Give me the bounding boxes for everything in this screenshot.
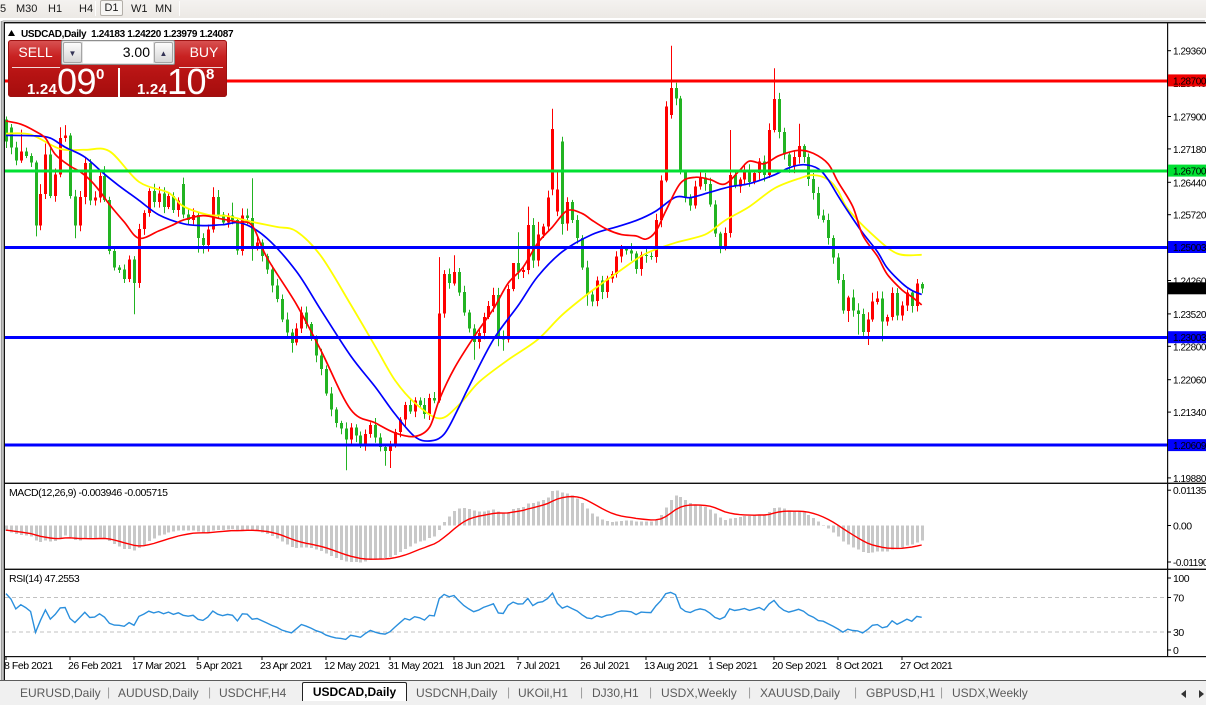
svg-text:12 May 2021: 12 May 2021 bbox=[324, 660, 380, 672]
svg-text:26 Jul 2021: 26 Jul 2021 bbox=[580, 660, 630, 672]
svg-text:1.25720: 1.25720 bbox=[1173, 210, 1206, 222]
svg-text:13 Aug 2021: 13 Aug 2021 bbox=[644, 660, 699, 672]
svg-text:26 Feb 2021: 26 Feb 2021 bbox=[68, 660, 123, 672]
svg-text:-0.01190: -0.01190 bbox=[1173, 557, 1206, 569]
svg-text:1.28700: 1.28700 bbox=[1173, 75, 1206, 87]
svg-text:1.22800: 1.22800 bbox=[1173, 341, 1206, 353]
svg-text:1.19880: 1.19880 bbox=[1173, 473, 1206, 485]
svg-text:1.24087: 1.24087 bbox=[1173, 283, 1206, 295]
svg-text:0.01135: 0.01135 bbox=[1173, 485, 1206, 497]
svg-text:1.25003: 1.25003 bbox=[1173, 242, 1206, 254]
svg-text:0: 0 bbox=[1173, 645, 1179, 657]
svg-text:1.23520: 1.23520 bbox=[1173, 309, 1206, 321]
svg-text:0.00: 0.00 bbox=[1173, 521, 1192, 533]
svg-text:5 Apr 2021: 5 Apr 2021 bbox=[196, 660, 243, 672]
svg-text:1 Sep 2021: 1 Sep 2021 bbox=[708, 660, 758, 672]
svg-text:27 Oct 2021: 27 Oct 2021 bbox=[900, 660, 953, 672]
svg-text:7 Jul 2021: 7 Jul 2021 bbox=[516, 660, 561, 672]
svg-text:8 Feb 2021: 8 Feb 2021 bbox=[4, 660, 53, 672]
svg-text:17 Mar 2021: 17 Mar 2021 bbox=[132, 660, 187, 672]
svg-text:30: 30 bbox=[1173, 627, 1184, 639]
svg-text:1.27900: 1.27900 bbox=[1173, 112, 1206, 124]
svg-text:1.21340: 1.21340 bbox=[1173, 407, 1206, 419]
svg-text:8 Oct 2021: 8 Oct 2021 bbox=[836, 660, 883, 672]
svg-text:100: 100 bbox=[1173, 573, 1190, 585]
svg-text:RSI(14) 47.2553: RSI(14) 47.2553 bbox=[9, 573, 80, 585]
svg-text:20 Sep 2021: 20 Sep 2021 bbox=[772, 660, 827, 672]
svg-text:MACD(12,26,9) -0.003946 -0.005: MACD(12,26,9) -0.003946 -0.005715 bbox=[9, 487, 168, 499]
svg-text:70: 70 bbox=[1173, 593, 1184, 605]
svg-text:1.23003: 1.23003 bbox=[1173, 332, 1206, 344]
svg-text:1.26700: 1.26700 bbox=[1173, 166, 1206, 178]
svg-text:1.26440: 1.26440 bbox=[1173, 177, 1206, 189]
svg-text:1.22060: 1.22060 bbox=[1173, 375, 1206, 387]
svg-text:31 May 2021: 31 May 2021 bbox=[388, 660, 444, 672]
svg-text:18 Jun 2021: 18 Jun 2021 bbox=[452, 660, 505, 672]
svg-text:1.20609: 1.20609 bbox=[1173, 440, 1206, 452]
svg-text:23 Apr 2021: 23 Apr 2021 bbox=[260, 660, 312, 672]
svg-text:1.27180: 1.27180 bbox=[1173, 144, 1206, 156]
svg-text:1.29360: 1.29360 bbox=[1173, 46, 1206, 58]
svg-text:USDCAD,Daily 1.24183 1.24220: USDCAD,Daily 1.24183 1.24220 1.23979 1.2… bbox=[21, 29, 234, 40]
